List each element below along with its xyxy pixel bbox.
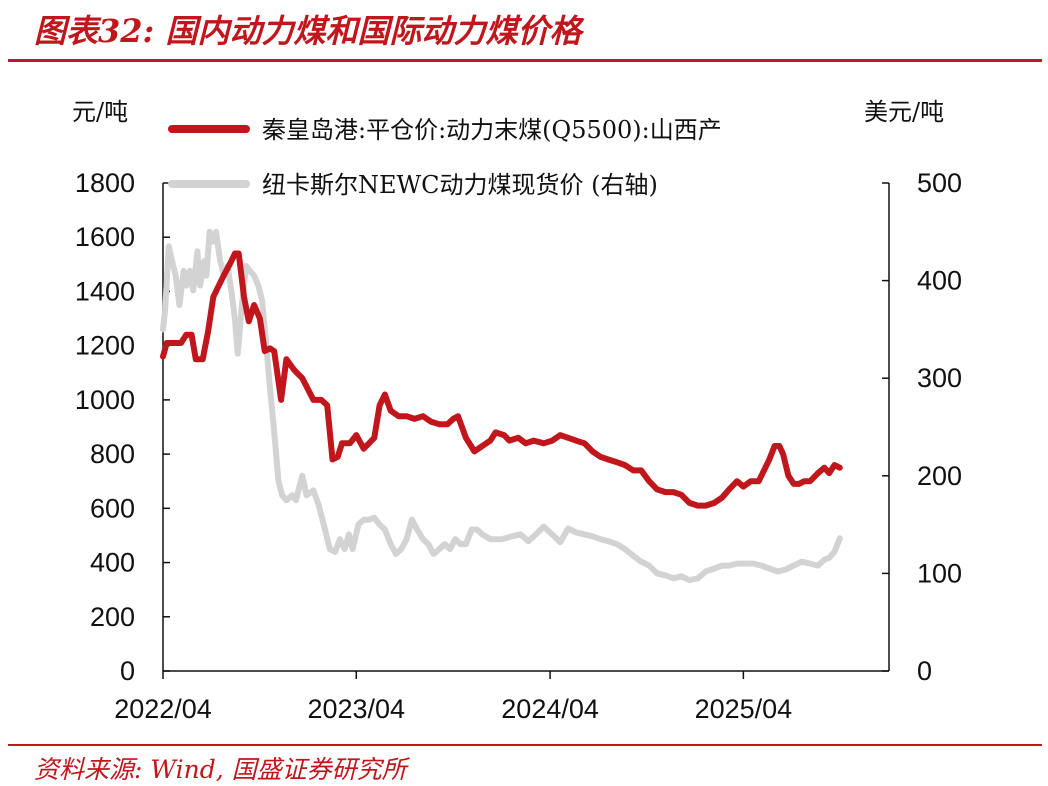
legend-label: 秦皇岛港:平仓价:动力末煤(Q5500):山西产 [262, 116, 722, 144]
title-divider [8, 59, 1042, 62]
right-y-tick-label: 0 [917, 656, 932, 686]
source-note: 资料来源: Wind, 国盛证券研究所 [34, 755, 407, 784]
x-tick-label: 2023/04 [307, 694, 405, 724]
left-axis-unit: 元/吨 [72, 98, 129, 126]
left-y-tick-label: 1000 [75, 385, 135, 415]
left-y-tick-label: 600 [90, 493, 135, 523]
x-tick-label: 2025/04 [695, 694, 793, 724]
left-y-tick-label: 400 [90, 548, 135, 578]
x-tick-label: 2024/04 [501, 694, 599, 724]
chart-series [160, 228, 843, 584]
series-line-qinhuangdao [160, 250, 843, 509]
left-y-tick-label: 1600 [75, 222, 135, 252]
right-y-tick-label: 200 [917, 461, 962, 491]
figure-title: 图表32: 国内动力煤和国际动力煤价格 [34, 12, 582, 50]
legend-label: 纽卡斯尔NEWC动力煤现货价 (右轴) [262, 171, 658, 199]
x-tick-label: 2022/04 [114, 694, 212, 724]
right-y-tick-label: 500 [917, 168, 962, 198]
left-y-tick-label: 1400 [75, 276, 135, 306]
footer-divider [8, 744, 1042, 746]
series-line-newcastle [160, 228, 843, 584]
right-axis-unit: 美元/吨 [864, 98, 945, 126]
left-y-tick-label: 200 [90, 602, 135, 632]
right-y-tick-label: 100 [917, 558, 962, 588]
left-y-tick-label: 1200 [75, 331, 135, 361]
right-y-tick-label: 400 [917, 266, 962, 296]
left-y-tick-label: 1800 [75, 168, 135, 198]
left-y-tick-label: 0 [120, 656, 135, 686]
left-y-tick-label: 800 [90, 439, 135, 469]
right-y-tick-label: 300 [917, 363, 962, 393]
chart-axes: 0 200 400 600 800 1000 1200 1400 1600 1800 0 100 200… [75, 168, 962, 724]
